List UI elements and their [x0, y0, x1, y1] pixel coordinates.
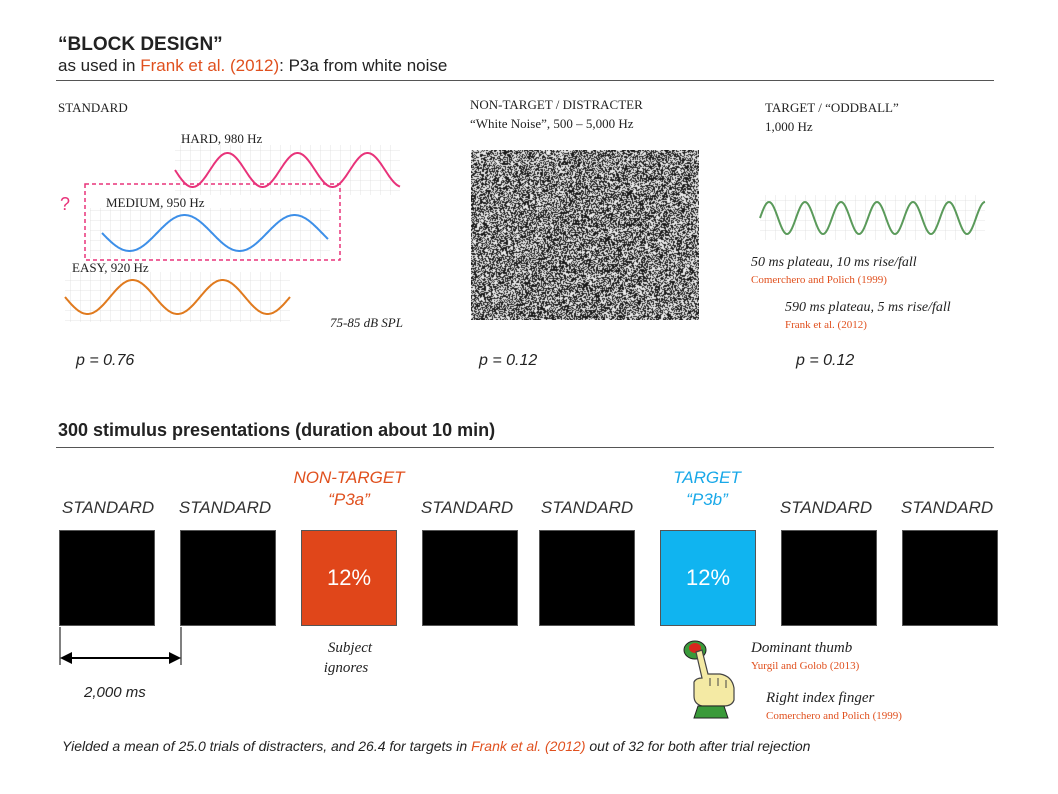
medium-wave	[101, 214, 329, 252]
stimulus-block-7	[781, 530, 877, 626]
stimulus-block-2	[180, 530, 276, 626]
nontarget-probability: p = 0.12	[479, 352, 538, 369]
block-label-6: TARGET	[673, 468, 741, 487]
target-note-2: 590 ms plateau, 5 ms rise/fall	[785, 300, 951, 315]
target-probability: p = 0.12	[796, 352, 855, 369]
footer-pre: Yielded a mean of 25.0 trials of distrac…	[62, 738, 472, 754]
white-noise-image	[471, 150, 699, 320]
stimulus-block-3: 12%	[301, 530, 397, 626]
footer-post: out of 32 for both after trial rejection	[585, 738, 811, 754]
ignore-line-1: Subject	[327, 640, 373, 656]
target-ref-1: Comerchero and Polich (1999)	[751, 274, 887, 286]
arrow-head-right	[169, 652, 181, 664]
block-label-7: STANDARD	[779, 498, 873, 517]
question-mark: ?	[60, 194, 71, 214]
standard-heading: STANDARD	[58, 100, 128, 115]
thumb-label: Dominant thumb	[751, 640, 853, 656]
stimulus-block-6: 12%	[660, 530, 756, 626]
target-sub: 1,000 Hz	[765, 119, 813, 134]
ignore-line-2: ignores	[323, 660, 369, 676]
header-divider	[56, 80, 994, 81]
medium-label: MEDIUM, 950 Hz	[106, 195, 205, 210]
stimulus-block-1	[59, 530, 155, 626]
subtitle-ref: Frank et al. (2012)	[140, 56, 280, 75]
block-sub-3: “P3a”	[328, 490, 370, 509]
hard-grid	[175, 145, 400, 195]
block-value-6: 12%	[685, 565, 731, 590]
target-wave	[759, 200, 986, 236]
target-ref-2: Frank et al. (2012)	[785, 319, 867, 331]
duration-arrow	[59, 627, 182, 665]
stimulus-block-4	[422, 530, 518, 626]
block-label-8: STANDARD	[900, 498, 994, 517]
standard-waves	[64, 145, 401, 322]
easy-wave	[64, 279, 291, 315]
target-heading: TARGET / “ODDBALL”	[765, 100, 899, 115]
block-value-3: 12%	[326, 565, 372, 590]
hard-wave	[174, 152, 401, 188]
block-label-5: STANDARD	[540, 498, 634, 517]
finger-label: Right index finger	[766, 690, 875, 706]
nontarget-sub: “White Noise”, 500 – 5,000 Hz	[470, 116, 634, 131]
stimulus-block-8	[902, 530, 998, 626]
block-sub-6: “P3b”	[686, 490, 728, 509]
block-label-2: STANDARD	[178, 498, 272, 517]
footer-ref: Frank et al. (2012)	[471, 738, 586, 754]
subtitle-pre: as used in	[58, 56, 141, 75]
nontarget-heading: NON-TARGET / DISTRACTER	[470, 97, 643, 112]
subtitle-post: : P3a from white noise	[279, 56, 448, 75]
sequence-heading: 300 stimulus presentations (duration abo…	[58, 420, 496, 440]
arrow-head-left	[60, 652, 72, 664]
easy-label: EASY, 920 Hz	[72, 260, 149, 275]
page-subtitle: as used in Frank et al. (2012): P3a from…	[58, 56, 447, 76]
medium-selection-box	[84, 183, 341, 261]
thumb-ref: Yurgil and Golob (2013)	[751, 660, 860, 672]
hard-label: HARD, 980 Hz	[181, 131, 263, 146]
finger-ref: Comerchero and Polich (1999)	[766, 710, 902, 722]
block-label-3: NON-TARGET	[293, 468, 405, 487]
block-label-4: STANDARD	[420, 498, 514, 517]
sequence-divider	[56, 447, 994, 448]
target-wave-graphic	[759, 195, 986, 240]
target-grid	[760, 195, 985, 240]
target-note-1: 50 ms plateau, 10 ms rise/fall	[751, 255, 917, 270]
standard-probability: p = 0.76	[76, 352, 135, 369]
hand-button-icon	[683, 640, 735, 719]
block-label-1: STANDARD	[61, 498, 155, 517]
footer-note: Yielded a mean of 25.0 trials of distrac…	[62, 738, 810, 754]
page-title: “BLOCK DESIGN”	[58, 34, 223, 55]
stimulus-block-5	[539, 530, 635, 626]
duration-label: 2,000 ms	[84, 684, 146, 701]
spl-label: 75-85 dB SPL	[330, 315, 403, 330]
